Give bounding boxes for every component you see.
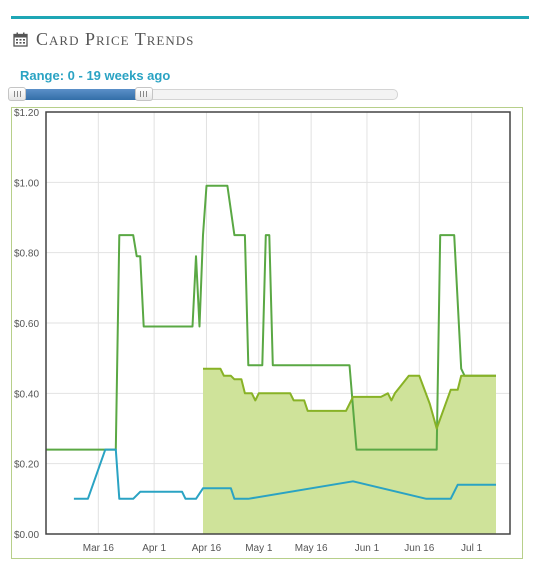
x-tick-label: Mar 16 [83, 543, 115, 554]
x-tick-label: Jul 1 [461, 543, 483, 554]
series-high-line [46, 184, 496, 451]
panel-title: Card Price Trends [36, 28, 195, 49]
price-chart: $0.00 $0.20 $0.40 $0.60 $0.80 $1.00 $1.20 Mar 1… [14, 108, 511, 554]
y-tick-label: $0.00 [14, 530, 39, 541]
series-mid-line [203, 367, 496, 430]
series-low-line [73, 448, 496, 500]
x-tick-label: Jun 16 [404, 543, 434, 554]
y-tick-label: $0.80 [14, 249, 39, 260]
x-tick-label: Jun 1 [355, 543, 380, 554]
range-slider-handle-min[interactable] [8, 87, 26, 101]
chart-frame: $0.00 $0.20 $0.40 $0.60 $0.80 $1.00 $1.20 Mar 1… [11, 107, 523, 559]
grip-icon [13, 91, 21, 97]
plot-border [45, 111, 511, 535]
calendar-icon [13, 32, 28, 47]
series-mid-area [203, 368, 496, 534]
grip-icon [140, 91, 148, 97]
x-tick-label: Apr 1 [142, 543, 166, 554]
x-tick-label: May 16 [295, 543, 328, 554]
range-slider-handle-max[interactable] [134, 87, 153, 101]
y-tick-label: $0.40 [14, 389, 39, 400]
x-tick-label: Apr 16 [192, 543, 222, 554]
panel-header: Card Price Trends [13, 28, 194, 50]
range-label: Range: 0 - 19 weeks ago [20, 68, 171, 83]
y-tick-label: $1.20 [14, 108, 39, 119]
y-tick-label: $0.60 [14, 319, 39, 330]
header-rule [11, 16, 529, 19]
y-tick-label: $0.20 [14, 460, 39, 471]
range-slider-selection [8, 89, 144, 100]
y-tick-label: $1.00 [14, 178, 39, 189]
x-tick-label: May 1 [245, 543, 273, 554]
